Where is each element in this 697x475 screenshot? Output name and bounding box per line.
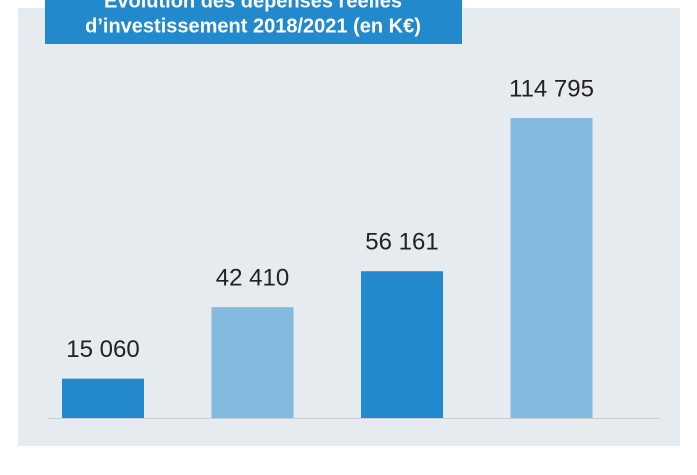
chart-title: d’investissement 2018/2021 (en K€)	[85, 15, 421, 37]
value-label: 114 795	[509, 75, 594, 102]
bar	[510, 118, 593, 418]
bar	[211, 307, 294, 418]
value-label: 15 060	[66, 336, 139, 363]
chart-title: Évolution des dépenses réelles	[104, 0, 402, 12]
value-label: 42 410	[216, 265, 289, 292]
bar	[62, 378, 144, 418]
bar	[361, 271, 443, 418]
value-label: 56 161	[365, 229, 438, 256]
title-box	[45, 0, 462, 44]
